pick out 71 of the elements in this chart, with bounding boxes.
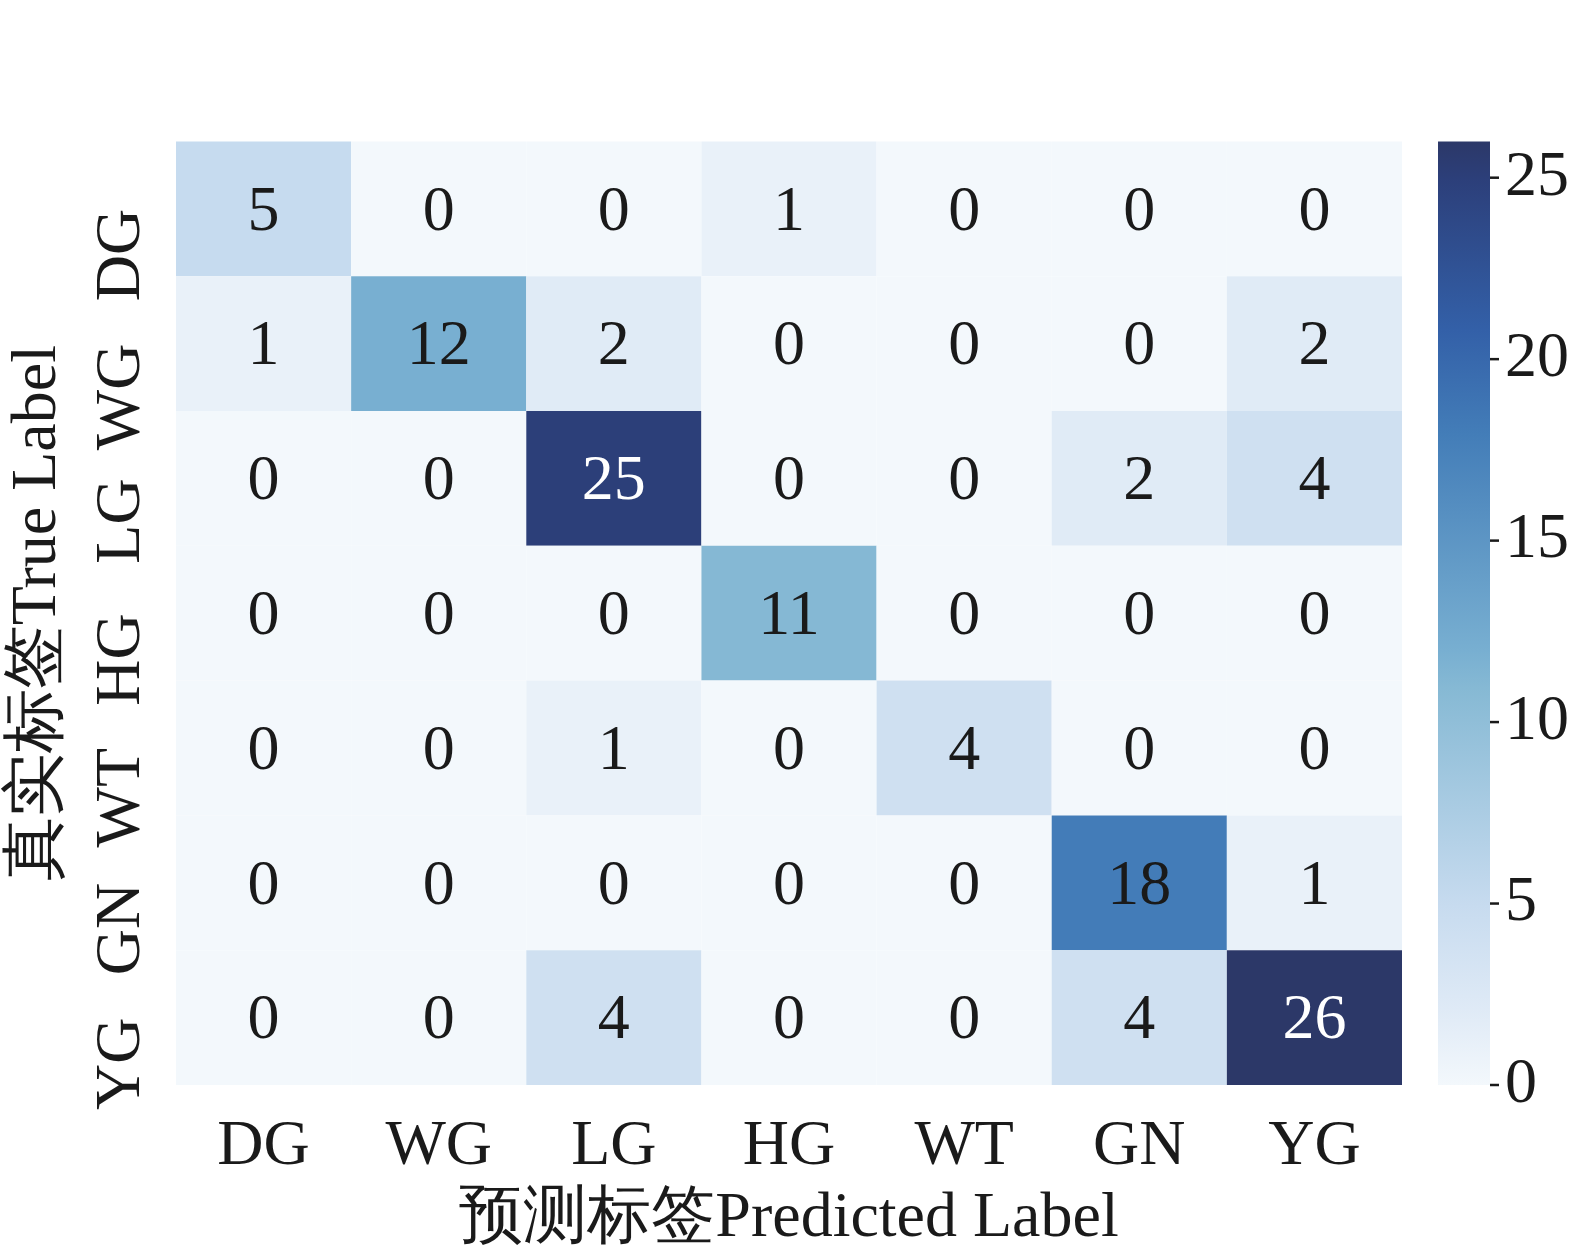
- data-label: 0: [422, 981, 455, 1053]
- x-tick-label: LG: [571, 1107, 657, 1179]
- y-tick-label: HG: [81, 613, 153, 706]
- data-label: 1: [773, 172, 805, 244]
- y-tick-label: GN: [81, 882, 153, 976]
- data-label: 0: [422, 172, 455, 244]
- color-bar-label: 10: [1505, 681, 1569, 753]
- data-label: 0: [247, 711, 280, 783]
- x-tick-label: DG: [217, 1107, 310, 1179]
- data-label: 0: [1123, 172, 1156, 244]
- data-label: 0: [1123, 307, 1156, 379]
- data-label: 0: [948, 442, 981, 514]
- data-label: 25: [581, 442, 646, 514]
- color-bar-label: 20: [1505, 318, 1569, 390]
- data-label: 4: [597, 981, 630, 1053]
- data-label: 0: [948, 577, 981, 649]
- y-tick-label: WT: [81, 748, 153, 848]
- data-label: 0: [773, 981, 805, 1053]
- data-label: 0: [948, 307, 981, 379]
- data-label: 26: [1282, 981, 1347, 1053]
- data-label: 0: [773, 846, 805, 918]
- x-tick-label: YG: [1268, 1107, 1361, 1179]
- y-tick-label: DG: [81, 208, 153, 302]
- data-label: 0: [422, 442, 455, 514]
- data-label: 1: [1298, 846, 1331, 918]
- x-tick-label: HG: [742, 1107, 836, 1179]
- data-label: 4: [1298, 442, 1331, 514]
- data-label: 0: [948, 846, 981, 918]
- y-tick-label: LG: [81, 478, 153, 564]
- data-label: 0: [597, 577, 630, 649]
- data-label: 18: [1107, 846, 1172, 918]
- x-axis-title: 预测标签Predicted Label: [459, 1179, 1119, 1251]
- data-label: 0: [422, 711, 455, 783]
- color-bar-label: 0: [1505, 1044, 1537, 1116]
- data-label: 0: [597, 172, 630, 244]
- data-label: 0: [247, 442, 280, 514]
- data-label: 2: [597, 307, 630, 379]
- data-label: 4: [948, 711, 981, 783]
- y-tick-label: WG: [81, 343, 153, 451]
- data-label: 0: [948, 172, 981, 244]
- x-tick-label: GN: [1093, 1107, 1186, 1179]
- data-label: 0: [422, 846, 455, 918]
- data-label: 0: [948, 981, 981, 1053]
- data-label: 0: [247, 846, 280, 918]
- data-label: 4: [1123, 981, 1156, 1053]
- data-label: 0: [422, 577, 455, 649]
- data-label: 0: [773, 442, 805, 514]
- y-axis-title: 真实标签True Label: [0, 345, 70, 882]
- data-label: 0: [247, 981, 280, 1053]
- data-label: 2: [1298, 307, 1331, 379]
- y-tick-label: YG: [81, 1017, 153, 1111]
- data-label: 0: [1298, 711, 1331, 783]
- data-label: 12: [406, 307, 471, 379]
- data-label: 1: [597, 711, 630, 783]
- data-label: 5: [247, 172, 280, 244]
- data-label: 0: [773, 711, 805, 783]
- data-label: 0: [1298, 577, 1331, 649]
- data-label: 1: [247, 307, 280, 379]
- color-bar-label: 5: [1505, 863, 1537, 935]
- data-label: 0: [1298, 172, 1331, 244]
- data-label: 0: [773, 307, 805, 379]
- data-label: 0: [1123, 711, 1156, 783]
- data-label: 0: [597, 846, 630, 918]
- x-tick-label: WT: [914, 1107, 1014, 1179]
- color-bar-label: 15: [1505, 500, 1569, 572]
- color-bar-label: 25: [1505, 137, 1569, 209]
- x-tick-label: WG: [385, 1107, 493, 1179]
- data-label: 0: [1123, 577, 1156, 649]
- data-label: 2: [1123, 442, 1156, 514]
- data-label: 0: [247, 577, 280, 649]
- data-label: 11: [758, 577, 820, 649]
